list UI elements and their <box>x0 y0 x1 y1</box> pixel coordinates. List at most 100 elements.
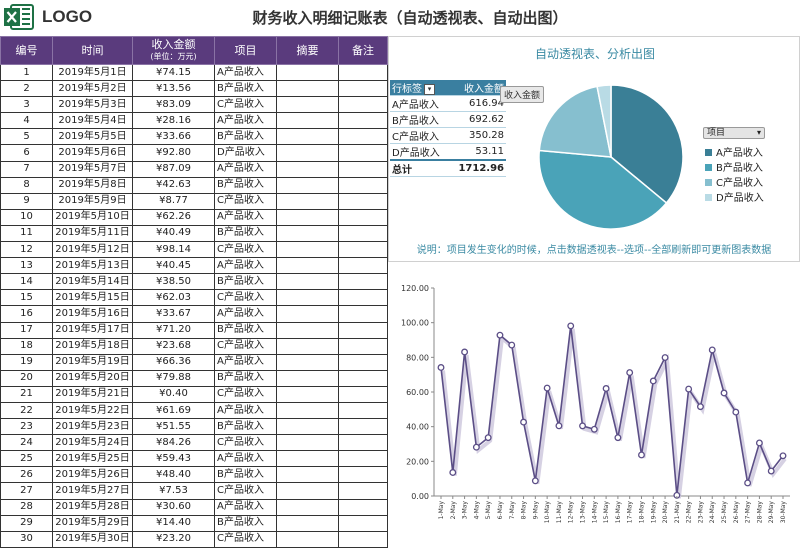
cell-date[interactable]: 2019年5月28日 <box>52 498 133 516</box>
cell-summary[interactable] <box>276 96 339 114</box>
cell-id[interactable]: 29 <box>0 514 53 532</box>
legend-item[interactable]: A产品收入 <box>705 146 764 161</box>
data-point[interactable] <box>779 452 787 460</box>
cell-remark[interactable] <box>338 289 388 307</box>
cell-amount[interactable]: ¥38.50 <box>132 273 215 291</box>
cell-id[interactable]: 13 <box>0 257 53 275</box>
cell-date[interactable]: 2019年5月14日 <box>52 273 133 291</box>
table-row[interactable]: 22 2019年5月22日 ¥61.69 A产品收入 <box>0 401 388 420</box>
cell-amount[interactable]: ¥71.20 <box>132 321 215 339</box>
cell-summary[interactable] <box>276 305 339 323</box>
data-point[interactable] <box>531 477 539 485</box>
cell-date[interactable]: 2019年5月15日 <box>52 289 133 307</box>
cell-amount[interactable]: ¥62.03 <box>132 289 215 307</box>
cell-amount[interactable]: ¥66.36 <box>132 353 215 371</box>
cell-id[interactable]: 14 <box>0 273 53 291</box>
table-row[interactable]: 7 2019年5月7日 ¥87.09 A产品收入 <box>0 160 388 178</box>
data-point[interactable] <box>449 469 457 476</box>
cell-remark[interactable] <box>338 257 388 275</box>
cell-project[interactable]: B产品收入 <box>214 176 277 194</box>
cell-project[interactable]: C产品收入 <box>214 241 277 259</box>
data-point[interactable] <box>496 331 504 339</box>
cell-summary[interactable] <box>276 514 339 532</box>
cell-summary[interactable] <box>276 450 339 468</box>
cell-project[interactable]: B产品收入 <box>214 418 277 436</box>
data-point[interactable] <box>590 425 598 433</box>
cell-amount[interactable]: ¥13.56 <box>132 80 215 98</box>
data-point[interactable] <box>461 348 469 356</box>
cell-id[interactable]: 3 <box>0 96 53 114</box>
cell-amount[interactable]: ¥51.55 <box>132 418 215 436</box>
cell-amount[interactable]: ¥33.66 <box>132 128 215 146</box>
cell-project[interactable]: D产品收入 <box>214 144 277 162</box>
cell-summary[interactable] <box>276 257 339 275</box>
cell-project[interactable]: C产品收入 <box>214 192 277 210</box>
pie-value-field-button[interactable]: 收入金额 <box>500 86 545 103</box>
cell-summary[interactable] <box>276 369 339 387</box>
cell-project[interactable]: C产品收入 <box>214 96 277 114</box>
cell-project[interactable]: C产品收入 <box>214 337 277 355</box>
cell-remark[interactable] <box>338 385 388 403</box>
pivot-row[interactable]: A产品收入 616.94 <box>390 95 506 112</box>
pivot-row[interactable]: D产品收入 53.11 <box>390 143 506 161</box>
cell-summary[interactable] <box>276 192 339 210</box>
cell-date[interactable]: 2019年5月9日 <box>52 192 133 210</box>
cell-remark[interactable] <box>338 80 388 98</box>
cell-remark[interactable] <box>338 482 388 500</box>
table-row[interactable]: 11 2019年5月11日 ¥40.49 B产品收入 <box>0 224 388 243</box>
data-point[interactable] <box>520 418 528 426</box>
data-point[interactable] <box>755 439 763 447</box>
cell-id[interactable]: 26 <box>0 466 53 484</box>
cell-amount[interactable]: ¥84.26 <box>132 434 215 452</box>
cell-remark[interactable] <box>338 241 388 259</box>
data-point[interactable] <box>732 408 740 416</box>
table-row[interactable]: 16 2019年5月16日 ¥33.67 A产品收入 <box>0 305 388 323</box>
cell-project[interactable]: A产品收入 <box>214 498 277 516</box>
cell-id[interactable]: 18 <box>0 337 53 355</box>
cell-id[interactable]: 8 <box>0 176 53 194</box>
cell-summary[interactable] <box>276 208 339 226</box>
table-row[interactable]: 23 2019年5月23日 ¥51.55 B产品收入 <box>0 418 388 436</box>
cell-date[interactable]: 2019年5月2日 <box>52 80 133 98</box>
table-row[interactable]: 20 2019年5月20日 ¥79.88 B产品收入 <box>0 369 388 387</box>
cell-project[interactable]: C产品收入 <box>214 530 277 548</box>
pie-slice[interactable] <box>610 84 684 205</box>
cell-id[interactable]: 25 <box>0 450 53 468</box>
cell-id[interactable]: 11 <box>0 224 53 243</box>
cell-id[interactable]: 30 <box>0 530 53 548</box>
data-point[interactable] <box>661 354 669 361</box>
cell-amount[interactable]: ¥7.53 <box>132 482 215 500</box>
cell-id[interactable]: 28 <box>0 498 53 516</box>
pie-slice[interactable] <box>596 84 612 158</box>
cell-remark[interactable] <box>338 353 388 371</box>
cell-remark[interactable] <box>338 418 388 436</box>
data-point[interactable] <box>472 443 480 451</box>
cell-id[interactable]: 2 <box>0 80 53 98</box>
cell-project[interactable]: A产品收入 <box>214 450 277 468</box>
cell-remark[interactable] <box>338 224 388 243</box>
cell-amount[interactable]: ¥59.43 <box>132 450 215 468</box>
cell-id[interactable]: 5 <box>0 128 53 146</box>
table-row[interactable]: 27 2019年5月27日 ¥7.53 C产品收入 <box>0 482 388 500</box>
cell-id[interactable]: 7 <box>0 160 53 178</box>
cell-id[interactable]: 24 <box>0 434 53 452</box>
data-point[interactable] <box>744 479 752 487</box>
cell-amount[interactable]: ¥0.40 <box>132 385 215 403</box>
cell-remark[interactable] <box>338 514 388 532</box>
cell-project[interactable]: A产品收入 <box>214 353 277 371</box>
table-row[interactable]: 29 2019年5月29日 ¥14.40 B产品收入 <box>0 514 388 532</box>
table-row[interactable]: 6 2019年5月6日 ¥92.80 D产品收入 <box>0 144 388 162</box>
cell-summary[interactable] <box>276 273 339 291</box>
table-row[interactable]: 2 2019年5月2日 ¥13.56 B产品收入 <box>0 80 388 98</box>
cell-date[interactable]: 2019年5月5日 <box>52 128 133 146</box>
cell-summary[interactable] <box>276 434 339 452</box>
cell-id[interactable]: 17 <box>0 321 53 339</box>
filter-dropdown-icon[interactable]: ▾ <box>424 83 435 95</box>
data-point[interactable] <box>685 385 693 393</box>
cell-amount[interactable]: ¥92.80 <box>132 144 215 162</box>
cell-project[interactable]: A产品收入 <box>214 208 277 226</box>
cell-date[interactable]: 2019年5月11日 <box>52 224 133 243</box>
cell-amount[interactable]: ¥79.88 <box>132 369 215 387</box>
cell-summary[interactable] <box>276 385 339 403</box>
data-point[interactable] <box>579 422 586 430</box>
